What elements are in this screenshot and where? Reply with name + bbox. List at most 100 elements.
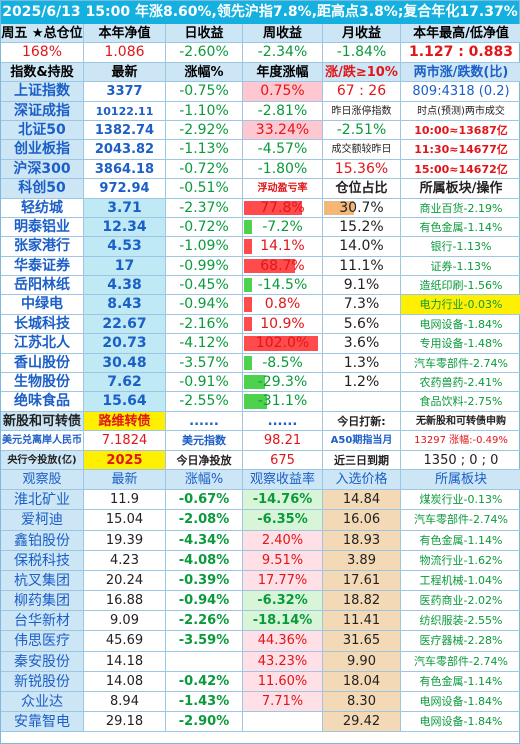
- holding-pnl-text: 77.8%: [260, 199, 305, 216]
- holding-sector[interactable]: 食品饮料-2.75%: [401, 392, 520, 412]
- watch-name[interactable]: 鑫铂股份: [1, 530, 84, 551]
- watch-sector-text: 医药商业-2.02%: [419, 594, 503, 608]
- watch-sector-text: 电网设备-1.84%: [419, 715, 503, 729]
- index-name-text: 科创50: [18, 180, 66, 197]
- watch-sector[interactable]: 医药商业-2.02%: [401, 591, 520, 612]
- holding-name[interactable]: 香山股份: [1, 353, 84, 374]
- index-header: 最新: [84, 62, 166, 83]
- watch-change-text: -0.94%: [178, 593, 230, 609]
- watch-return: 7.71%: [243, 692, 323, 713]
- watch-header-text: 所属板块: [434, 471, 487, 487]
- holding-sector[interactable]: 专用设备-1.48%: [401, 334, 520, 354]
- holding-name[interactable]: 轻纺城: [1, 198, 84, 218]
- holding-pnl: 68.7%: [243, 256, 323, 277]
- holding-name[interactable]: 华泰证券: [1, 256, 84, 277]
- watch-name[interactable]: 台华新材: [1, 611, 84, 632]
- watch-change: -0.67%: [166, 490, 243, 511]
- index-extra2-text: 809:4318 (0.2): [412, 84, 510, 100]
- watch-sector[interactable]: 物流行业-1.62%: [401, 551, 520, 571]
- watch-name[interactable]: 保税科技: [1, 550, 84, 571]
- index-name[interactable]: 上证指数: [1, 82, 84, 102]
- watch-latest-text: 19.39: [105, 532, 144, 548]
- holding-position-text: 7.3%: [343, 296, 380, 313]
- watch-sector[interactable]: 汽车零部件-2.74%: [401, 510, 520, 531]
- watch-name[interactable]: 淮北矿业: [1, 490, 84, 511]
- index-extra2-text: 时点(预测)两市成交: [417, 105, 505, 117]
- usd-index-value-text: 98.21: [263, 433, 302, 449]
- watch-name[interactable]: 柳药集团: [1, 591, 84, 612]
- holding-name[interactable]: 张家港行: [1, 237, 84, 257]
- watch-sector[interactable]: 电网设备-1.84%: [401, 692, 520, 713]
- holding-sector-text: 专用设备-1.48%: [419, 337, 503, 351]
- holding-name[interactable]: 绝味食品: [1, 392, 84, 412]
- watch-sector[interactable]: 工程机械-1.04%: [401, 571, 520, 592]
- index-ytd-text: 33.24%: [255, 121, 310, 138]
- index-name[interactable]: 沪深300: [1, 159, 84, 180]
- holding-name[interactable]: 中绿电: [1, 295, 84, 315]
- watch-name[interactable]: 安靠智电: [1, 712, 84, 733]
- holding-name[interactable]: 明泰铝业: [1, 217, 84, 238]
- net-label: 今日净投放: [166, 450, 243, 470]
- watch-latest-text: 4.23: [110, 552, 139, 568]
- watch-price-text: 11.41: [342, 613, 381, 629]
- watch-sector[interactable]: 汽车零部件-2.74%: [401, 652, 520, 672]
- index-change: -0.75%: [166, 82, 243, 102]
- holding-name[interactable]: 长城科技: [1, 314, 84, 335]
- holding-pnl: 14.1%: [243, 237, 323, 257]
- watch-sector[interactable]: 医疗器械-2.28%: [401, 631, 520, 652]
- holding-sector[interactable]: 证券-1.13%: [401, 257, 520, 277]
- holding-sector[interactable]: 电力行业-0.03%: [401, 295, 520, 315]
- watch-price: 8.30: [323, 692, 401, 713]
- holding-pnl-text: -29.3%: [257, 374, 308, 391]
- watch-sector[interactable]: 煤炭行业-0.13%: [401, 490, 520, 511]
- watch-name[interactable]: 秦安股份: [1, 651, 84, 672]
- holding-change: -2.55%: [166, 392, 243, 412]
- watch-change: -0.39%: [166, 570, 243, 592]
- summary-value: 168%: [1, 43, 84, 63]
- index-latest: 10122.11: [84, 101, 166, 121]
- index-latest: 3377: [84, 82, 166, 102]
- index-name[interactable]: 创业板指: [1, 140, 84, 160]
- holding-sector[interactable]: 商业百货-2.19%: [401, 199, 520, 218]
- index-latest-text: 3377: [106, 84, 143, 100]
- holding-name[interactable]: 岳阳林纸: [1, 276, 84, 296]
- today-label-text: 今日打新:: [337, 414, 386, 428]
- watch-change: -4.34%: [166, 530, 243, 551]
- watch-name[interactable]: 新锐股份: [1, 671, 84, 693]
- watch-sector[interactable]: 有色金属-1.14%: [401, 531, 520, 551]
- new-stock-value: 路维转债: [84, 411, 166, 432]
- holding-name[interactable]: 江苏北人: [1, 334, 84, 354]
- watch-name[interactable]: 众业达: [1, 692, 84, 713]
- holding-sector[interactable]: 有色金属-1.14%: [401, 218, 520, 238]
- holding-name[interactable]: 生物股份: [1, 373, 84, 393]
- index-name[interactable]: 科创50: [1, 179, 84, 199]
- index-change-text: -1.10%: [179, 102, 229, 119]
- watch-price-text: 18.04: [342, 673, 381, 689]
- index-name[interactable]: 北证50: [1, 120, 84, 141]
- holding-sector[interactable]: 造纸印刷-1.56%: [401, 276, 520, 296]
- today-value-text: 无新股和可转债申购: [416, 415, 506, 427]
- summary-header: 周五 ★总仓位: [1, 24, 84, 44]
- index-latest: 972.94: [84, 179, 166, 199]
- new-stock-value-text: 路维转债: [98, 413, 151, 429]
- holding-pnl-text: -7.2%: [262, 218, 303, 235]
- holding-pnl: 77.8%: [243, 198, 323, 218]
- holding-sector[interactable]: 农药兽药-2.41%: [401, 373, 520, 393]
- holding-position: 15.2%: [323, 217, 401, 238]
- watch-sector[interactable]: 电网设备-1.84%: [401, 712, 520, 733]
- recent-value: 1350 ; 0 ; 0: [401, 451, 520, 470]
- holding-sector[interactable]: 银行-1.13%: [401, 237, 520, 257]
- watch-change-text: -2.26%: [178, 613, 230, 629]
- holding-sector[interactable]: 汽车零部件-2.74%: [401, 354, 520, 374]
- watch-name[interactable]: 伟思医疗: [1, 631, 84, 652]
- watch-sector[interactable]: 纺织服装-2.55%: [401, 611, 520, 632]
- index-header: 年度涨幅: [243, 62, 323, 83]
- watch-name[interactable]: 杭叉集团: [1, 570, 84, 592]
- watch-return: -6.32%: [243, 591, 323, 612]
- index-header-text: 涨/跌≥10%: [325, 64, 398, 80]
- holding-sector[interactable]: 电网设备-1.84%: [401, 315, 520, 335]
- index-name[interactable]: 深证成指: [1, 101, 84, 121]
- index-name-text: 沪深300: [13, 160, 71, 177]
- watch-name[interactable]: 爱柯迪: [1, 510, 84, 531]
- watch-sector[interactable]: 有色金属-1.14%: [401, 672, 520, 693]
